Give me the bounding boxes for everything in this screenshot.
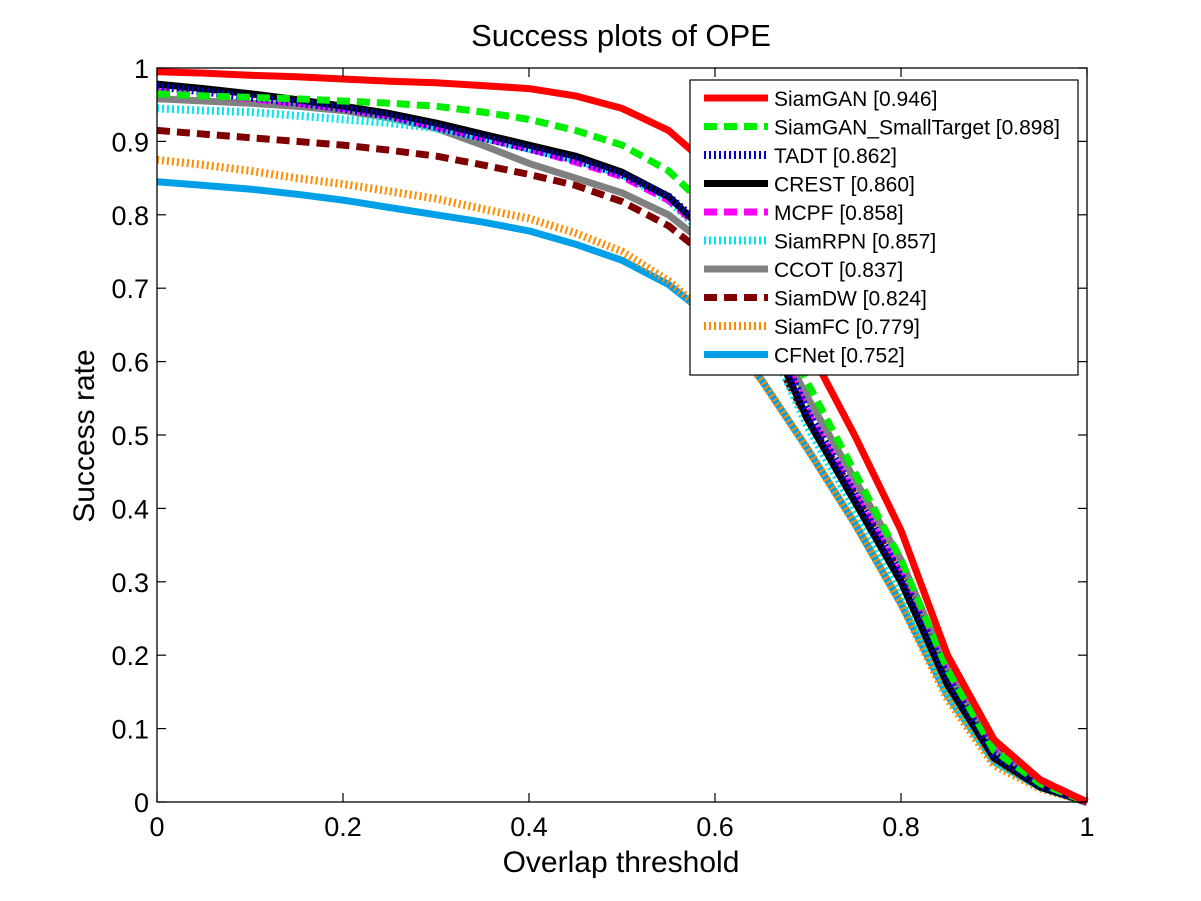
y-tick-label: 0 — [134, 788, 149, 818]
y-tick-label: 0.8 — [111, 201, 149, 231]
series-line-siamgan-smalltarget — [156, 90, 1089, 806]
series-group — [156, 68, 1089, 806]
series-line-siamdw — [156, 126, 1089, 806]
legend-label: SiamFC [0.779] — [774, 316, 920, 339]
y-tick-label: 0.3 — [111, 568, 149, 598]
y-tick-label: 0.9 — [111, 127, 149, 157]
y-tick-label: 0.6 — [111, 348, 149, 378]
y-tick-label: 1 — [134, 54, 149, 84]
axis-ticks: 0 0.2 0.4 0.6 0.8 1 0 0.1 0.2 0.3 0.4 0.5 0.6 0.7 0.8 0… — [111, 54, 1094, 842]
x-tick-label: 0.2 — [324, 812, 362, 842]
x-axis-label: Overlap threshold — [503, 846, 740, 879]
x-tick-label: 0.4 — [510, 812, 548, 842]
series-line-siamgan — [156, 68, 1089, 806]
series-line-tadt — [156, 82, 1089, 806]
legend-label: CREST [0.860] — [774, 174, 915, 197]
x-tick-label: 0.8 — [882, 812, 920, 842]
y-tick-label: 0.1 — [111, 715, 149, 745]
x-tick-label: 1 — [1079, 812, 1094, 842]
legend-label: MCPF [0.858] — [774, 202, 904, 225]
y-tick-label: 0.5 — [111, 421, 149, 451]
y-tick-label: 0.4 — [111, 494, 149, 524]
y-tick-label: 0.7 — [111, 274, 149, 304]
legend-label: CFNet [0.752] — [774, 345, 905, 368]
x-tick-label: 0.6 — [696, 812, 734, 842]
series-line-cfnet — [156, 178, 1089, 806]
legend-label: SiamGAN [0.946] — [774, 88, 937, 111]
y-tick-label: 0.2 — [111, 641, 149, 671]
x-tick-label: 0 — [149, 812, 164, 842]
legend-label: TADT [0.862] — [774, 145, 897, 168]
legend-label: SiamGAN_SmallTarget [0.898] — [774, 117, 1060, 140]
chart-title: Success plots of OPE — [471, 18, 771, 53]
legend: SiamGAN [0.946] SiamGAN_SmallTarget [0.89… — [689, 79, 1079, 376]
y-axis-label: Success rate — [68, 349, 101, 522]
legend-label: SiamRPN [0.857] — [774, 231, 936, 254]
legend-label: SiamDW [0.824] — [774, 288, 927, 311]
legend-label: CCOT [0.837] — [774, 259, 903, 282]
series-line-siamfc — [156, 155, 1089, 806]
